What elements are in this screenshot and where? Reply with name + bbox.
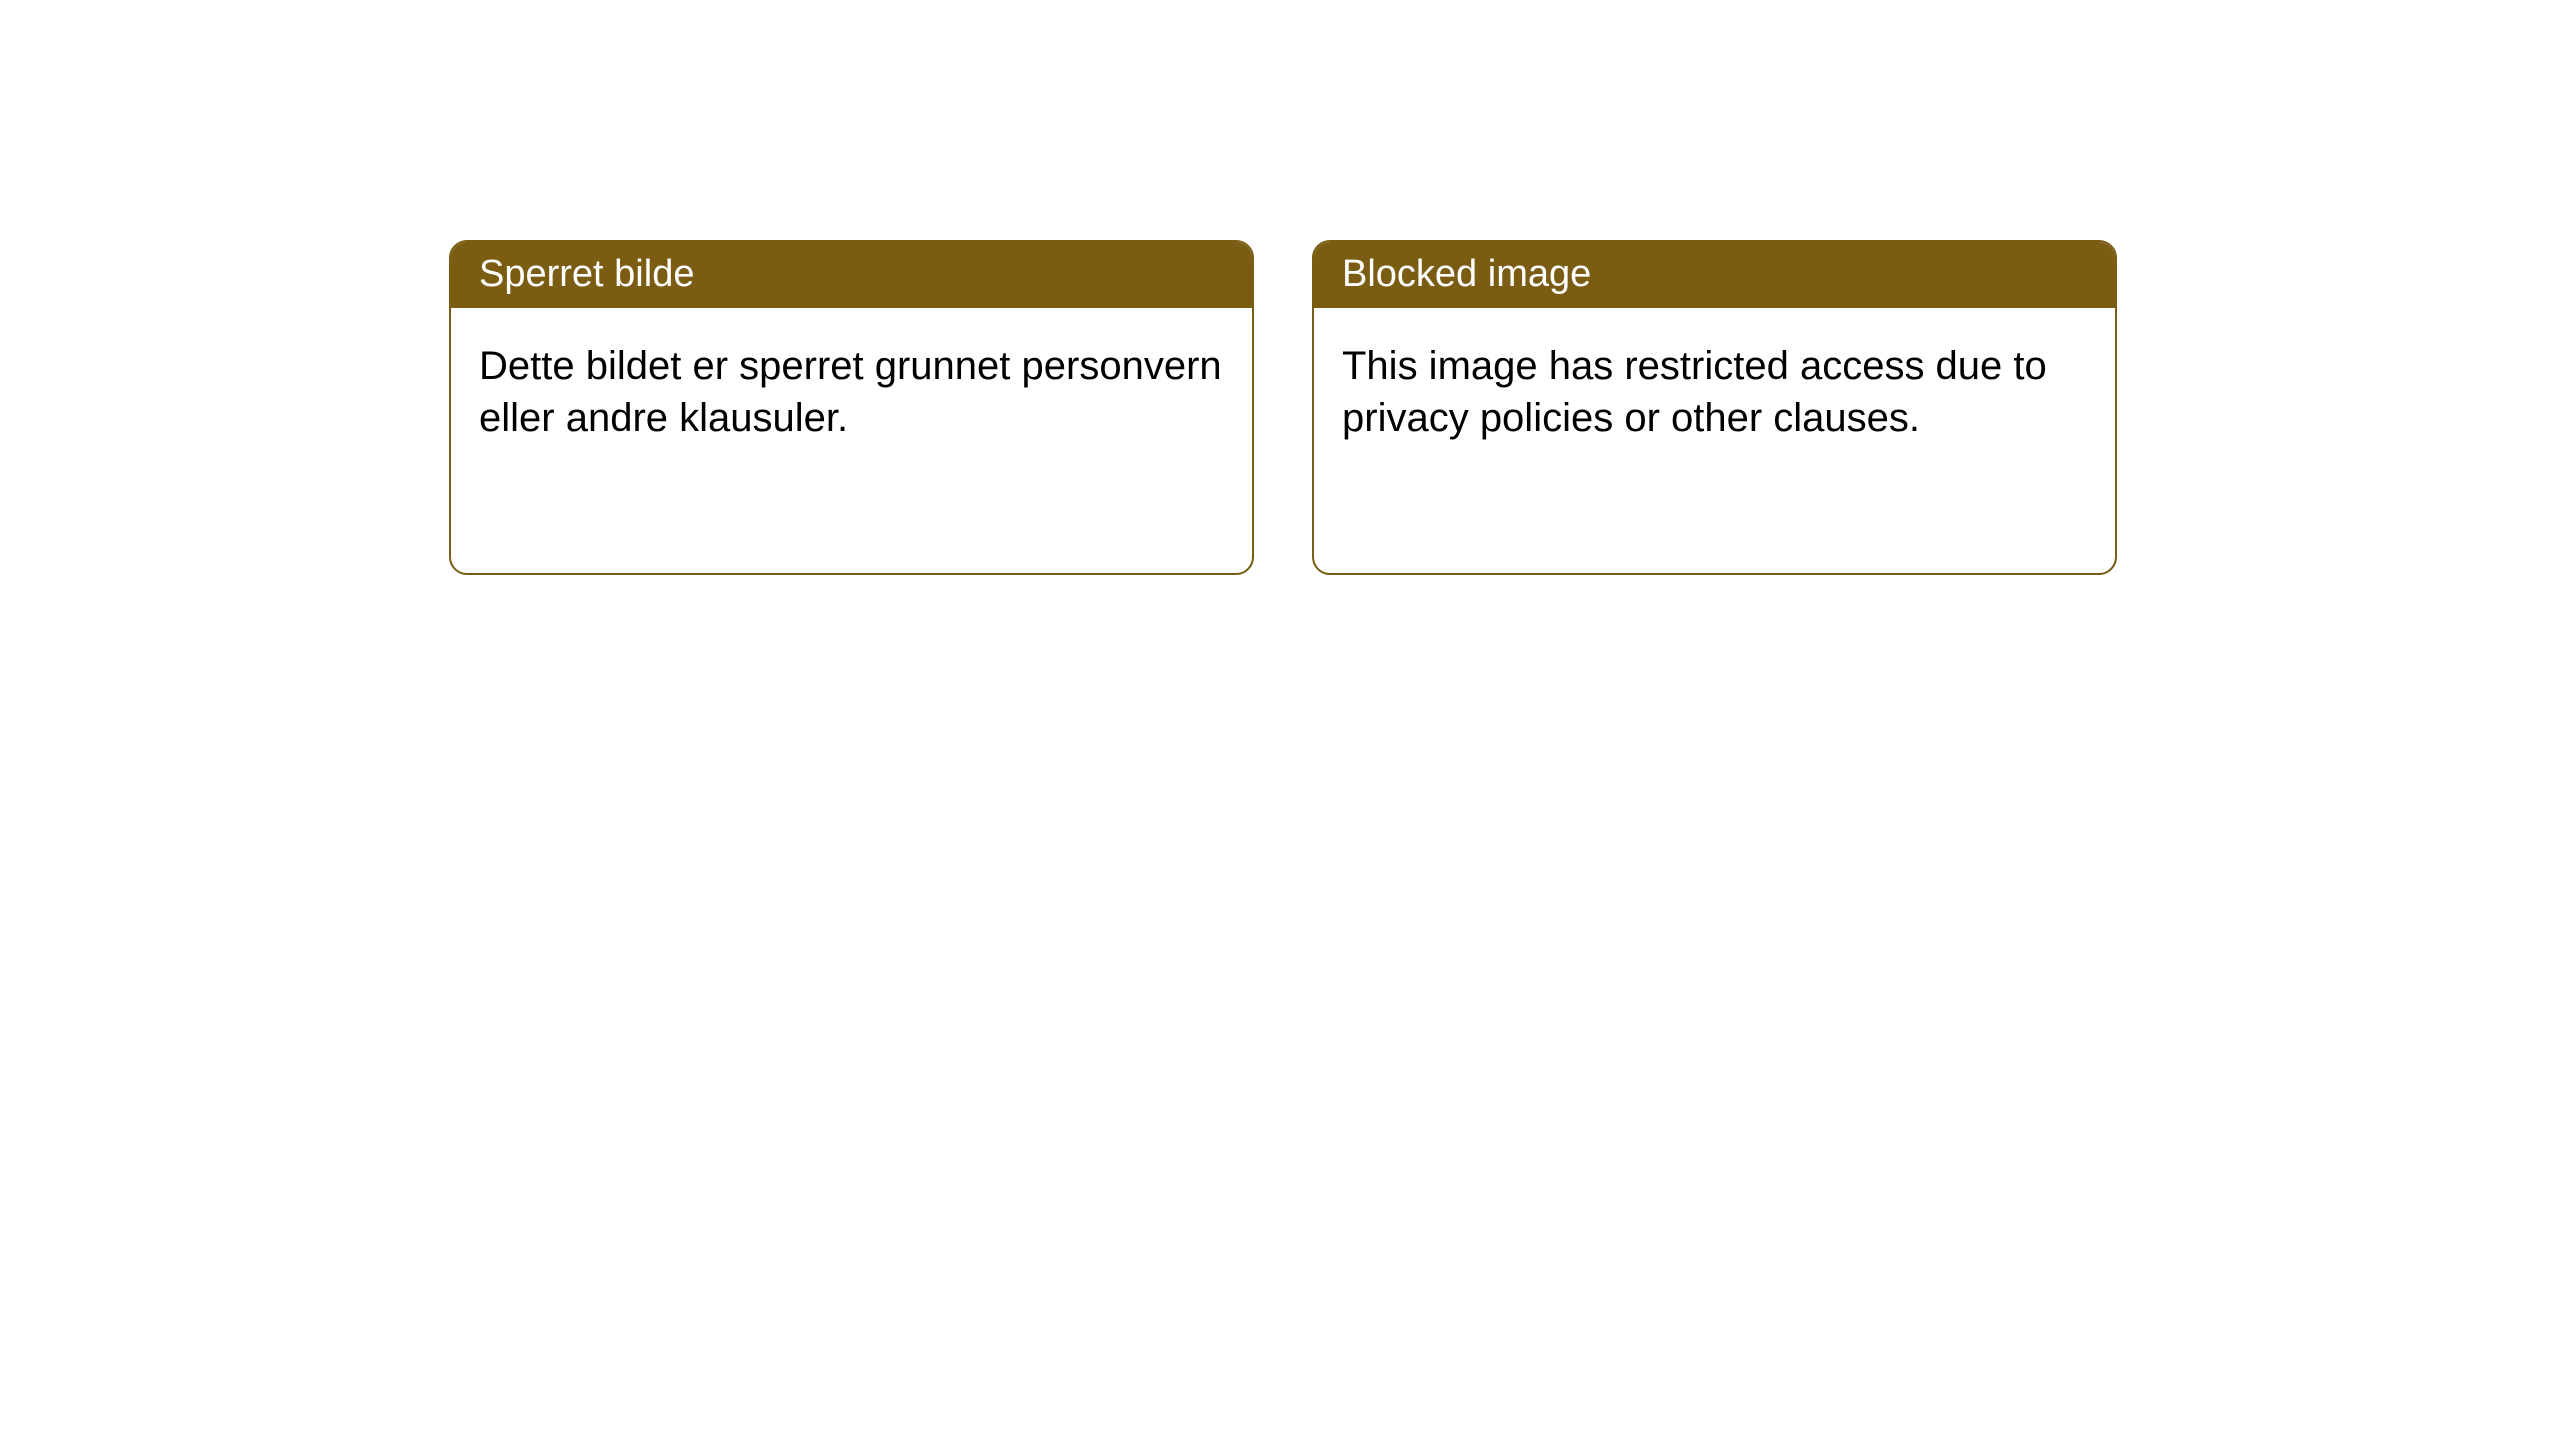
notice-body-norwegian: Dette bildet er sperret grunnet personve… <box>451 308 1252 476</box>
notice-body-english: This image has restricted access due to … <box>1314 308 2115 476</box>
notice-header-norwegian: Sperret bilde <box>451 242 1252 308</box>
notice-header-english: Blocked image <box>1314 242 2115 308</box>
notice-card-norwegian: Sperret bilde Dette bildet er sperret gr… <box>449 240 1254 575</box>
notice-container: Sperret bilde Dette bildet er sperret gr… <box>449 240 2117 575</box>
notice-card-english: Blocked image This image has restricted … <box>1312 240 2117 575</box>
